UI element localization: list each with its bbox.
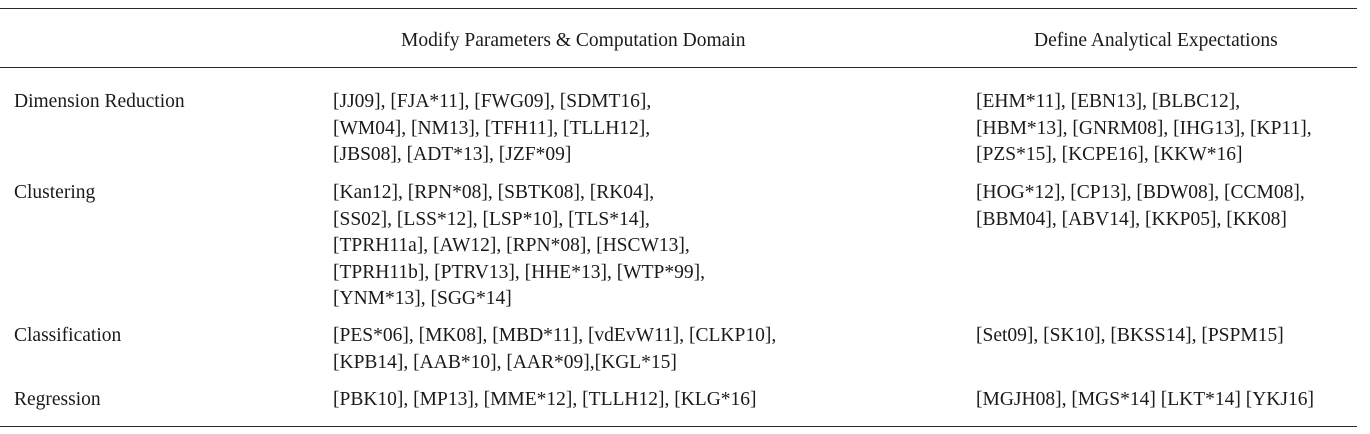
- citation-line: [EHM*11], [EBN13], [BLBC12],: [976, 91, 1241, 112]
- citation-line: [PES*06], [MK08], [MBD*11], [vdEvW11], […: [333, 325, 777, 346]
- bottom-rule: [0, 426, 1357, 427]
- citation-line: [HOG*12], [CP13], [BDW08], [CCM08],: [976, 182, 1305, 203]
- citation-line: [YNM*13], [SGG*14]: [333, 288, 512, 309]
- modify-citations: [JJ09], [FJA*11], [FWG09], [SDMT16], [WM…: [333, 89, 651, 169]
- expect-citations: [MGJH08], [MGS*14] [LKT*14] [YKJ16]: [976, 387, 1314, 414]
- citation-line: [MGJH08], [MGS*14] [LKT*14] [YKJ16]: [976, 389, 1314, 410]
- expect-citations: [Set09], [SK10], [BKSS14], [PSPM15]: [976, 323, 1284, 350]
- modify-citations: [PBK10], [MP13], [MME*12], [TLLH12], [KL…: [333, 387, 757, 414]
- row-label: Dimension Reduction: [14, 91, 185, 112]
- row-label: Regression: [14, 389, 101, 410]
- top-rule: [0, 8, 1357, 9]
- citation-line: [Set09], [SK10], [BKSS14], [PSPM15]: [976, 325, 1284, 346]
- citation-line: [WM04], [NM13], [TFH11], [TLLH12],: [333, 117, 651, 139]
- header-modify-parameters: Modify Parameters & Computation Domain: [401, 30, 746, 51]
- citation-line: [SS02], [LSS*12], [LSP*10], [TLS*14],: [333, 208, 650, 230]
- citation-line: [PBK10], [MP13], [MME*12], [TLLH12], [KL…: [333, 389, 757, 410]
- header-analytical-expectations: Define Analytical Expectations: [1034, 30, 1278, 51]
- citation-line: [Kan12], [RPN*08], [SBTK08], [RK04],: [333, 182, 655, 203]
- row-label: Classification: [14, 325, 122, 346]
- modify-citations: [PES*06], [MK08], [MBD*11], [vdEvW11], […: [333, 323, 776, 376]
- citation-line: [PZS*15], [KCPE16], [KKW*16]: [976, 144, 1243, 165]
- citation-line: [TPRH11a], [AW12], [RPN*08], [HSCW13],: [333, 235, 690, 256]
- citation-line: [JJ09], [FJA*11], [FWG09], [SDMT16],: [333, 91, 652, 112]
- expect-citations: [HOG*12], [CP13], [BDW08], [CCM08], [BBM…: [976, 180, 1305, 233]
- expect-citations: [EHM*11], [EBN13], [BLBC12], [HBM*13], […: [976, 89, 1312, 169]
- citation-line: [JBS08], [ADT*13], [JZF*09]: [333, 144, 572, 165]
- row-label: Clustering: [14, 182, 96, 203]
- header-rule: [0, 67, 1357, 68]
- citation-line: [KPB14], [AAB*10], [AAR*09],[KGL*15]: [333, 351, 677, 373]
- citation-line: [BBM04], [ABV14], [KKP05], [KK08]: [976, 208, 1287, 230]
- modify-citations: [Kan12], [RPN*08], [SBTK08], [RK04], [SS…: [333, 180, 705, 313]
- citation-line: [TPRH11b], [PTRV13], [HHE*13], [WTP*99],: [333, 261, 705, 283]
- citation-line: [HBM*13], [GNRM08], [IHG13], [KP11],: [976, 117, 1312, 139]
